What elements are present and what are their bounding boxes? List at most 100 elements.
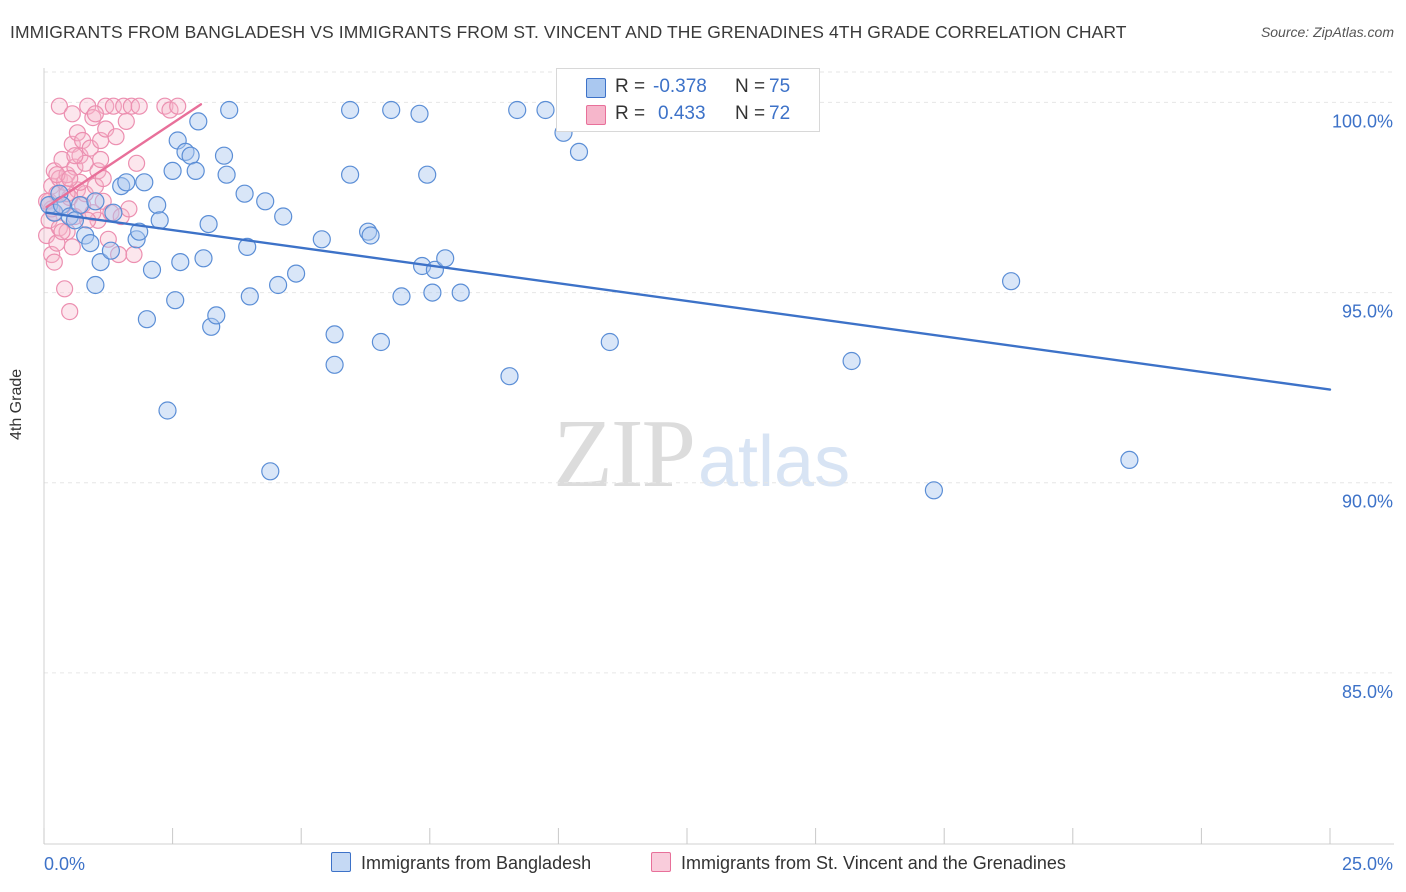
axes: [43, 68, 1394, 845]
point-st-vincent: [117, 112, 135, 131]
point-bangladesh: [325, 325, 344, 344]
legend-swatch-pink: [651, 852, 671, 872]
legend-r-label: R =: [615, 103, 646, 124]
point-bangladesh: [194, 249, 213, 268]
legend-swatch-blue: [586, 78, 606, 98]
point-bangladesh: [86, 275, 105, 295]
point-bangladesh: [508, 100, 527, 120]
point-st-vincent: [99, 230, 117, 248]
point-bangladesh: [924, 481, 944, 500]
y-tick-label: 85.0%: [1342, 682, 1393, 702]
legend-n-value: 72: [769, 103, 791, 124]
point-bangladesh: [148, 196, 167, 215]
point-bangladesh: [312, 230, 331, 249]
watermark-zip: ZIP: [553, 400, 696, 508]
point-bangladesh: [569, 142, 589, 161]
point-st-vincent: [45, 253, 63, 271]
point-bangladesh: [361, 226, 380, 245]
x-tick-label: 25.0%: [1342, 854, 1393, 874]
legend-label-bangladesh: Immigrants from Bangladesh: [361, 853, 592, 873]
point-bangladesh: [235, 184, 254, 203]
trend-line-st-vincent: [45, 103, 203, 209]
point-bangladesh: [91, 253, 110, 272]
point-bangladesh: [202, 317, 221, 336]
point-bangladesh: [158, 401, 177, 420]
point-bangladesh: [86, 192, 105, 211]
point-bangladesh: [214, 146, 234, 165]
point-bangladesh: [274, 207, 293, 226]
point-st-vincent: [120, 200, 138, 218]
gridlines: [44, 71, 1394, 674]
point-bangladesh: [451, 283, 470, 302]
point-bangladesh: [171, 253, 190, 272]
y-tick-label: 100.0%: [1332, 111, 1393, 131]
point-bangladesh: [163, 161, 182, 180]
point-bangladesh: [137, 310, 156, 329]
point-st-vincent: [169, 97, 187, 115]
point-bangladesh: [423, 283, 442, 302]
bottom-legend-st-vincent: Immigrants from St. Vincent and the Gren…: [651, 852, 1066, 876]
stats-legend: R = -0.378 N = 75 R = 0.433 N = 72: [556, 68, 820, 132]
point-bangladesh: [199, 215, 218, 234]
legend-n-value: 75: [769, 76, 791, 97]
point-bangladesh: [418, 165, 437, 184]
point-bangladesh: [130, 222, 149, 241]
data-points: [37, 97, 1139, 500]
point-st-vincent: [63, 238, 81, 256]
point-st-vincent: [48, 166, 66, 184]
point-bangladesh: [166, 291, 185, 310]
point-st-vincent: [91, 150, 110, 169]
point-st-vincent: [55, 280, 74, 298]
point-bangladesh: [101, 241, 121, 260]
point-bangladesh: [256, 192, 275, 211]
point-bangladesh: [382, 100, 401, 120]
legend-r-value: -0.378: [653, 76, 707, 97]
point-st-vincent: [128, 154, 146, 172]
trend-line-bangladesh: [45, 211, 1332, 391]
y-tick-label: 90.0%: [1342, 492, 1393, 512]
legend-row-st-vincent: R = 0.433 N = 72: [557, 101, 819, 127]
bottom-legend-bangladesh: Immigrants from Bangladesh: [331, 852, 591, 876]
point-bangladesh: [371, 332, 390, 352]
point-bangladesh: [325, 355, 344, 374]
point-bangladesh: [117, 173, 136, 192]
point-bangladesh: [392, 287, 411, 306]
point-st-vincent: [61, 169, 79, 188]
point-st-vincent: [130, 97, 148, 115]
point-bangladesh: [341, 165, 360, 184]
point-st-vincent: [53, 150, 71, 169]
point-st-vincent: [53, 223, 71, 241]
source-label: Source: ZipAtlas.com: [1260, 24, 1394, 40]
chart-title: IMMIGRANTS FROM BANGLADESH VS IMMIGRANTS…: [10, 22, 1127, 42]
point-bangladesh: [536, 100, 555, 120]
point-bangladesh: [189, 112, 208, 131]
legend-row-bangladesh: R = -0.378 N = 75: [557, 74, 819, 100]
point-bangladesh: [261, 462, 280, 481]
point-st-vincent: [86, 105, 105, 123]
point-bangladesh: [238, 237, 257, 256]
point-bangladesh: [240, 287, 259, 306]
legend-n-label: N =: [735, 103, 766, 124]
point-st-vincent: [63, 105, 81, 123]
point-st-vincent: [66, 147, 84, 165]
point-bangladesh: [104, 203, 123, 222]
point-bangladesh: [65, 211, 85, 230]
x-tick-label: 0.0%: [44, 854, 85, 874]
point-bangladesh: [217, 165, 236, 184]
legend-r-value: 0.433: [658, 103, 706, 124]
point-bangladesh: [287, 264, 306, 283]
legend-r-label: R =: [615, 76, 646, 97]
point-bangladesh: [207, 306, 226, 325]
watermark-atlas: atlas: [698, 422, 851, 502]
point-st-vincent: [107, 128, 125, 146]
legend-label-st-vincent: Immigrants from St. Vincent and the Gren…: [681, 853, 1066, 873]
trend-lines: [45, 103, 1332, 391]
point-bangladesh: [186, 161, 205, 180]
point-bangladesh: [81, 234, 100, 253]
point-bangladesh: [341, 100, 360, 120]
point-st-vincent: [50, 97, 69, 115]
point-bangladesh: [410, 104, 429, 123]
legend-n-label: N =: [735, 76, 766, 97]
point-bangladesh: [70, 196, 90, 215]
